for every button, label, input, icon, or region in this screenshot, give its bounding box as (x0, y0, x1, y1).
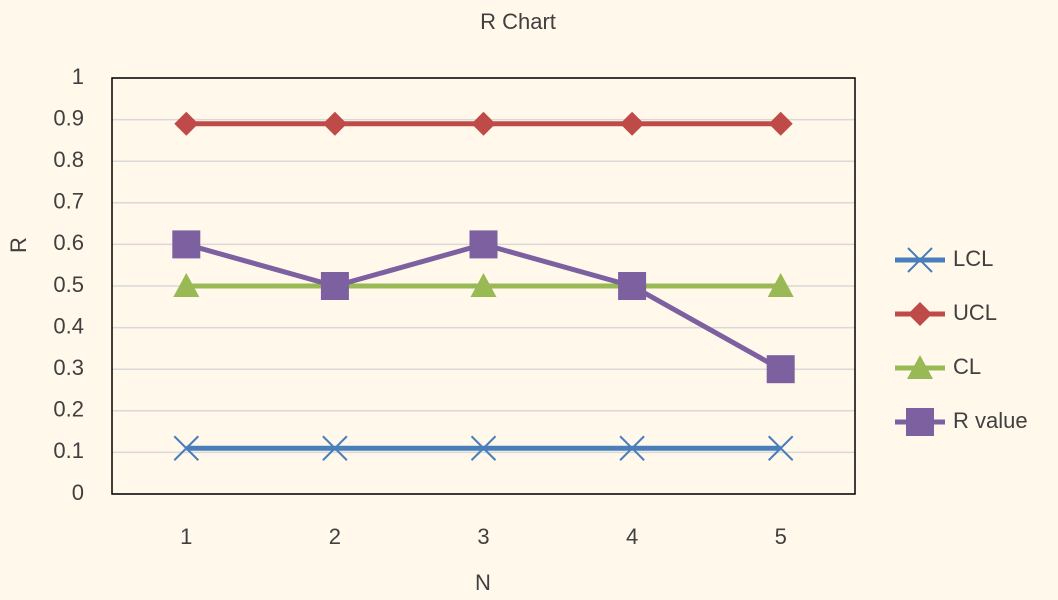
y-tick-label: 0.3 (53, 355, 84, 380)
x-tick-label: 3 (477, 524, 489, 549)
y-tick-label: 0.7 (53, 189, 84, 214)
data-point (322, 111, 347, 136)
data-point (768, 111, 793, 136)
legend-marker (908, 302, 932, 326)
legend-marker (906, 408, 934, 436)
data-point (470, 273, 497, 297)
data-point (470, 435, 497, 461)
y-tick-label: 0 (72, 480, 84, 505)
legend-label: LCL (953, 246, 993, 271)
data-point (767, 435, 794, 461)
y-tick-label: 0.5 (53, 272, 84, 297)
legend-label: CL (953, 354, 981, 379)
data-point (173, 435, 200, 461)
y-tick-label: 0.6 (53, 230, 84, 255)
data-point (173, 273, 200, 297)
x-tick-label: 1 (180, 524, 192, 549)
y-axis-label: R (6, 237, 31, 253)
x-axis-label: N (475, 570, 491, 595)
legend-marker (907, 247, 933, 273)
x-tick-label: 4 (626, 524, 638, 549)
y-tick-label: 1 (72, 64, 84, 89)
x-tick-label: 2 (329, 524, 341, 549)
chart-title: R Chart (480, 9, 556, 34)
x-tick-label: 5 (775, 524, 787, 549)
data-point (174, 111, 199, 136)
data-point (471, 111, 496, 136)
y-tick-label: 0.8 (53, 147, 84, 172)
data-point (618, 272, 647, 300)
data-point (766, 355, 795, 384)
y-tick-label: 0.2 (53, 397, 84, 422)
data-point (320, 272, 349, 300)
y-tick-label: 0.1 (53, 438, 84, 463)
legend-label: R value (953, 408, 1028, 433)
data-point (619, 435, 645, 461)
data-point (469, 230, 498, 259)
legend-marker (907, 355, 933, 379)
y-tick-label: 0.4 (53, 313, 84, 338)
data-point (767, 273, 794, 297)
data-point (322, 435, 348, 461)
plot-border (111, 77, 856, 495)
data-point (172, 230, 201, 259)
y-tick-label: 0.9 (53, 105, 84, 130)
data-point (620, 111, 645, 136)
legend-label: UCL (953, 300, 997, 325)
